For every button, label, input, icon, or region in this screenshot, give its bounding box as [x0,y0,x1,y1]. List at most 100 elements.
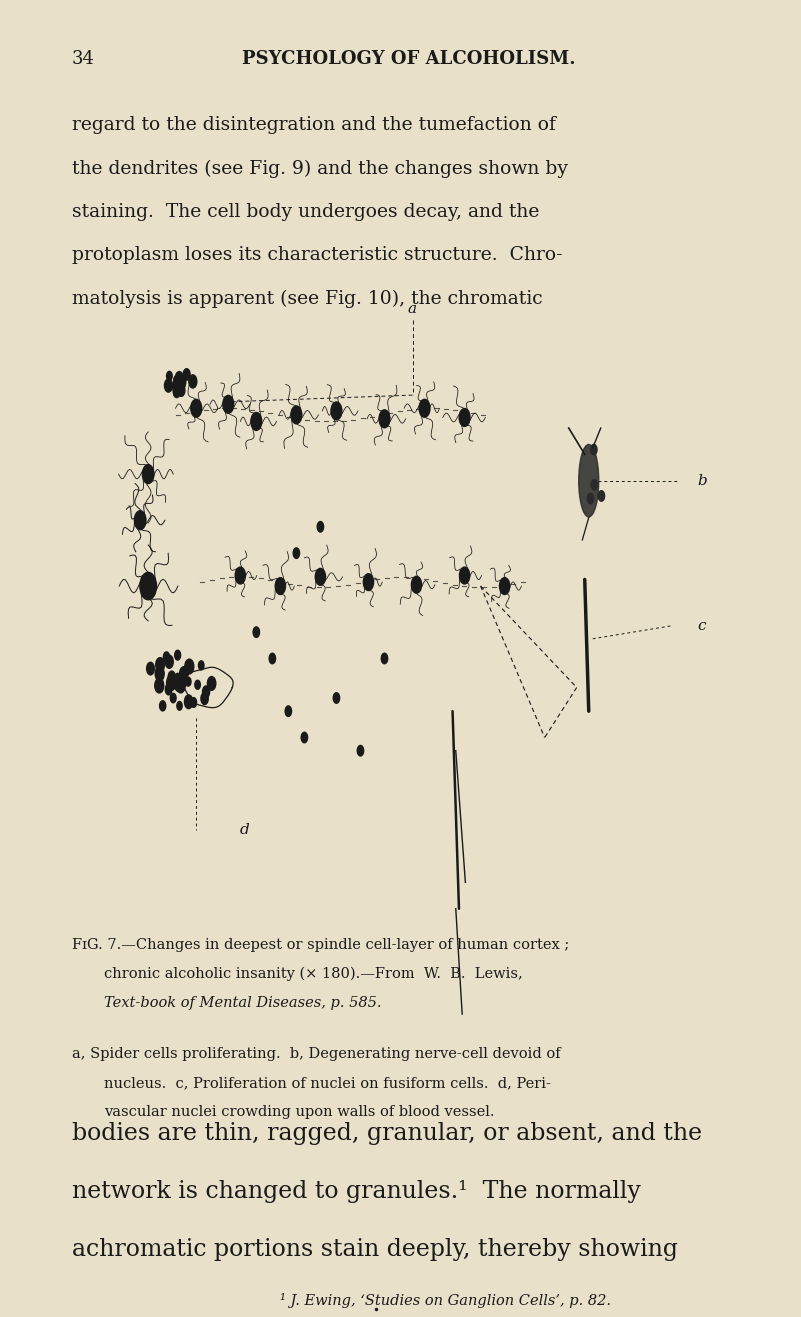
Circle shape [191,698,196,707]
Circle shape [178,676,184,686]
Circle shape [169,676,175,685]
Circle shape [419,399,430,417]
Circle shape [199,661,204,670]
Text: a: a [408,302,417,316]
Text: d: d [239,823,249,838]
Text: regard to the disintegration and the tumefaction of: regard to the disintegration and the tum… [72,116,556,134]
Circle shape [293,548,300,558]
Text: nucleus.  c, Proliferation of nuclei on fusiform cells.  d, Peri-: nucleus. c, Proliferation of nuclei on f… [104,1076,551,1090]
Circle shape [173,386,180,398]
Circle shape [177,676,184,687]
Circle shape [201,693,208,705]
Circle shape [178,385,185,396]
Text: a, Spider cells proliferating.  b, Degenerating nerve-cell devoid of: a, Spider cells proliferating. b, Degene… [72,1047,561,1062]
Circle shape [195,681,200,689]
Circle shape [175,651,180,660]
Circle shape [174,375,181,387]
Text: chronic alcoholic insanity (× 180).—From  W.  B.  Lewis,: chronic alcoholic insanity (× 180).—From… [104,967,523,981]
Circle shape [174,673,182,687]
Circle shape [167,371,172,381]
Text: PSYCHOLOGY OF ALCOHOLISM.: PSYCHOLOGY OF ALCOHOLISM. [242,50,575,68]
Circle shape [191,399,202,417]
Circle shape [178,375,186,389]
Circle shape [180,381,185,389]
Circle shape [381,653,388,664]
Text: c: c [697,619,706,632]
Circle shape [460,568,469,583]
Circle shape [174,375,180,386]
Circle shape [140,573,156,599]
Text: b: b [697,474,706,487]
Circle shape [165,655,173,668]
Circle shape [590,444,597,454]
Text: staining.  The cell body undergoes decay, and the: staining. The cell body undergoes decay,… [72,203,539,221]
Circle shape [171,693,176,703]
Circle shape [412,577,421,593]
Circle shape [177,702,182,710]
Circle shape [301,732,308,743]
Circle shape [269,653,276,664]
Text: the dendrites (see Fig. 9) and the changes shown by: the dendrites (see Fig. 9) and the chang… [72,159,568,178]
Text: bodies are thin, ragged, granular, or absent, and the: bodies are thin, ragged, granular, or ab… [72,1122,702,1144]
Circle shape [167,676,176,690]
Circle shape [500,578,509,594]
Text: achromatic portions stain deeply, thereby showing: achromatic portions stain deeply, thereb… [72,1238,678,1260]
Ellipse shape [578,445,599,516]
Circle shape [155,666,164,681]
Circle shape [173,381,180,394]
Circle shape [285,706,292,716]
Circle shape [135,511,146,529]
Circle shape [364,574,373,590]
Circle shape [177,677,185,689]
Text: matolysis is apparent (see Fig. 10), the chromatic: matolysis is apparent (see Fig. 10), the… [72,290,543,308]
Circle shape [253,627,260,637]
Circle shape [175,378,181,387]
Circle shape [276,578,285,594]
Circle shape [176,379,182,389]
Circle shape [316,569,325,585]
Circle shape [164,379,172,392]
Circle shape [176,678,185,693]
Circle shape [235,568,245,583]
Text: ¹ J. Ewing, ‘Studies on Ganglion Cells’, p. 82.: ¹ J. Ewing, ‘Studies on Ganglion Cells’,… [280,1293,611,1308]
Circle shape [159,701,166,711]
Circle shape [203,686,210,698]
Circle shape [459,408,470,427]
Circle shape [184,695,193,709]
Circle shape [223,395,234,414]
Text: Text-book of Mental Diseases, p. 585.: Text-book of Mental Diseases, p. 585. [104,996,381,1010]
Circle shape [155,678,163,693]
Circle shape [175,371,183,385]
Circle shape [163,652,170,662]
Circle shape [357,745,364,756]
Circle shape [587,493,594,503]
Circle shape [179,666,188,681]
Circle shape [165,684,172,695]
Text: protoplasm loses its characteristic structure.  Chro-: protoplasm loses its characteristic stru… [72,246,563,265]
Circle shape [317,522,324,532]
Circle shape [333,693,340,703]
Text: network is changed to granules.¹  The normally: network is changed to granules.¹ The nor… [72,1180,641,1202]
Circle shape [331,402,342,420]
Circle shape [175,680,180,689]
Circle shape [189,375,197,389]
Circle shape [175,680,182,691]
Circle shape [185,658,194,674]
Circle shape [207,677,215,690]
Circle shape [291,406,302,424]
Circle shape [147,662,155,674]
Text: 34: 34 [72,50,95,68]
Circle shape [186,677,191,686]
Circle shape [143,465,154,483]
Text: vascular nuclei crowding upon walls of blood vessel.: vascular nuclei crowding upon walls of b… [104,1105,495,1119]
Circle shape [183,369,190,381]
Circle shape [173,379,178,387]
Circle shape [178,678,183,687]
Circle shape [251,412,262,431]
Circle shape [155,657,164,672]
Circle shape [179,672,187,687]
Circle shape [168,672,175,682]
Circle shape [598,491,605,502]
Text: FɪG. 7.—Changes in deepest or spindle cell-layer of human cortex ;: FɪG. 7.—Changes in deepest or spindle ce… [72,938,570,952]
Circle shape [591,479,598,490]
